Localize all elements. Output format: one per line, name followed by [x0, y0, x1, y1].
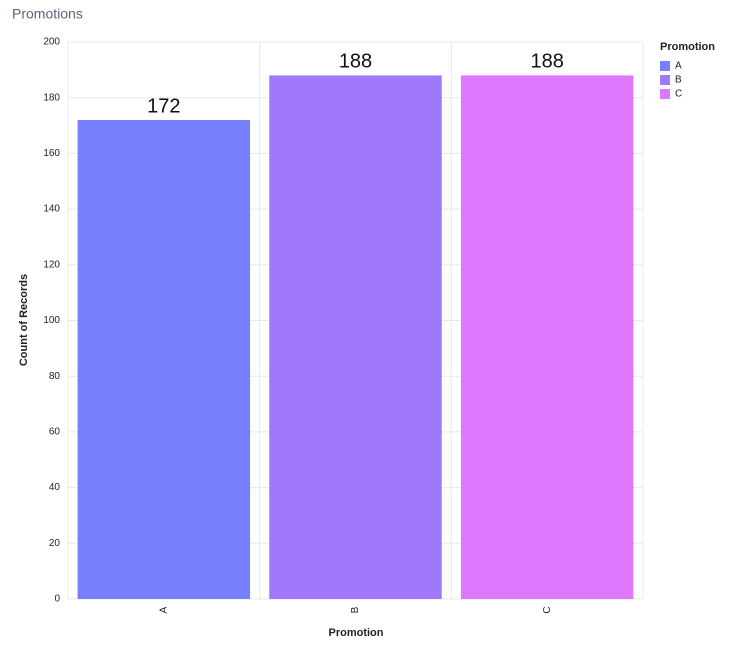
chart-title: Promotions [12, 6, 83, 22]
y-tick-label: 0 [54, 594, 60, 605]
y-tick-label: 120 [43, 259, 60, 270]
y-axis-label: Count of Records [18, 274, 30, 366]
y-tick-label: 140 [43, 204, 60, 215]
legend-label: C [675, 89, 682, 100]
bar [269, 75, 442, 600]
y-tick-label: 20 [49, 538, 61, 549]
legend-swatch [660, 75, 670, 85]
y-tick-label: 200 [43, 37, 60, 48]
data-label: 188 [339, 51, 372, 73]
legend-title: Promotion [660, 41, 715, 53]
legend-swatch [660, 61, 670, 71]
y-tick-label: 40 [49, 482, 61, 493]
data-label: 188 [530, 51, 563, 73]
bar [460, 75, 634, 600]
x-tick-label: B [350, 606, 361, 613]
y-tick-label: 80 [49, 371, 61, 382]
legend-label: A [675, 61, 682, 72]
y-tick-label: 160 [43, 148, 60, 159]
y-tick-label: 60 [49, 427, 61, 438]
data-label: 172 [147, 95, 180, 117]
y-tick-label: 100 [43, 315, 60, 326]
bar [77, 119, 251, 599]
x-axis-label: Promotion [329, 627, 384, 639]
x-tick-label: A [158, 606, 169, 613]
y-tick-label: 180 [43, 92, 60, 103]
legend-label: B [675, 75, 682, 86]
x-tick-label: C [542, 606, 553, 613]
legend-swatch [660, 89, 670, 99]
